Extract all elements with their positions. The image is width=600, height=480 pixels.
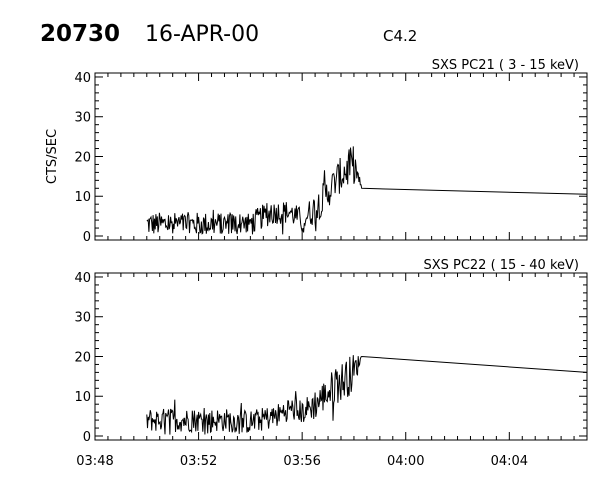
series-line	[146, 355, 588, 435]
series-title: SXS PC22 ( 15 - 40 keV)	[423, 258, 579, 273]
y-tick-label: 10	[74, 190, 91, 205]
y-tick-label: 30	[74, 111, 91, 126]
series-title: SXS PC21 ( 3 - 15 keV)	[432, 58, 579, 73]
y-tick-label: 0	[83, 230, 91, 245]
x-tick-label: 04:04	[491, 454, 528, 469]
x-tick-label: 04:00	[387, 454, 424, 469]
y-tick-label: 20	[74, 150, 91, 165]
y-tick-label: 0	[83, 430, 91, 445]
plot-frame	[94, 72, 588, 241]
y-tick-label: 40	[74, 71, 91, 86]
y-tick-label: 20	[74, 350, 91, 365]
y-tick-label: 10	[74, 390, 91, 405]
x-tick-label: 03:48	[76, 454, 113, 469]
y-tick-label: 40	[74, 271, 91, 286]
series-line	[146, 146, 588, 235]
event-date: 16-APR-00	[145, 22, 259, 47]
y-axis-label: CTS/SEC	[45, 129, 60, 184]
x-tick-label: 03:56	[283, 454, 320, 469]
y-tick-label: 30	[74, 311, 91, 326]
flare-class: C4.2	[383, 27, 417, 45]
event-id: 20730	[40, 21, 120, 47]
x-tick-label: 03:52	[180, 454, 217, 469]
